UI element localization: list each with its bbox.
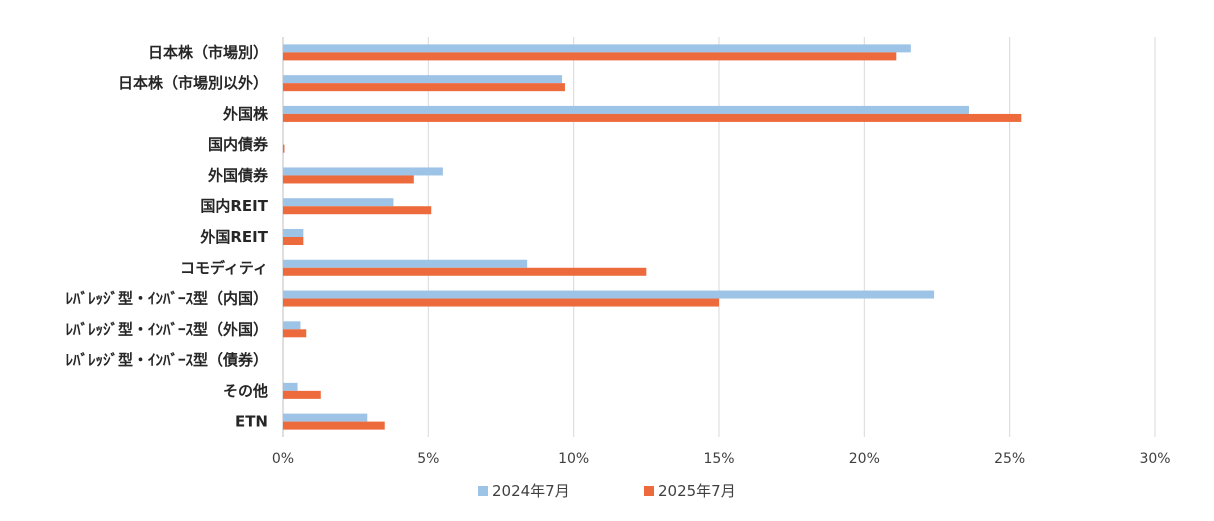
legend-swatch-2024 [478, 486, 488, 496]
bar-2024 [283, 321, 301, 330]
bar-2024 [283, 229, 304, 237]
legend-label-2024: 2024年7月 [492, 482, 570, 500]
bar-2024 [283, 198, 394, 207]
bar-2025 [283, 237, 304, 245]
bar-2025 [283, 267, 647, 276]
bar-2024 [283, 290, 935, 299]
bar-2024 [283, 75, 563, 84]
bar-2025 [283, 175, 414, 184]
x-tick-label: 15% [703, 451, 734, 467]
category-label: ﾚﾊﾞﾚｯｼﾞ型・ｲﾝﾊﾞｰｽ型（外国） [65, 320, 268, 338]
bar-2025 [283, 83, 565, 92]
category-label: ETN [235, 413, 268, 431]
bar-2024 [283, 382, 298, 391]
x-tick-label: 30% [1139, 451, 1170, 467]
category-label: 日本株（市場別） [148, 43, 268, 61]
category-label: ﾚﾊﾞﾚｯｼﾞ型・ｲﾝﾊﾞｰｽ型（債券） [65, 351, 268, 369]
bar-2024 [283, 413, 368, 422]
bar-2025 [283, 113, 1022, 122]
bar-2024 [283, 44, 911, 53]
bars [283, 44, 1022, 430]
x-tick-label: 0% [272, 451, 294, 467]
legend-label-2025: 2025年7月 [658, 482, 736, 500]
bar-2025 [283, 144, 285, 153]
bar-2025 [283, 52, 897, 61]
x-tick-label: 20% [849, 451, 880, 467]
legend: 2024年7月 2025年7月 [478, 482, 736, 500]
category-label: 外国株 [222, 105, 269, 123]
category-label: 日本株（市場別以外） [118, 74, 268, 92]
bar-2025 [283, 390, 321, 399]
x-tick-label: 5% [417, 451, 439, 467]
category-label: 外国債券 [207, 166, 269, 184]
bar-2025 [283, 421, 385, 430]
x-tick-label: 25% [994, 451, 1025, 467]
category-label: コモディティ [180, 259, 268, 277]
bar-2025 [283, 329, 307, 338]
bar-2025 [283, 206, 432, 215]
bar-2024 [283, 167, 443, 176]
category-label: ﾚﾊﾞﾚｯｼﾞ型・ｲﾝﾊﾞｰｽ型（内国） [65, 290, 268, 308]
x-tick-labels: 0% 5% 10% 15% 20% 25% 30% [272, 451, 1171, 467]
category-label: その他 [223, 382, 268, 400]
bar-2024 [283, 105, 969, 114]
category-label: 外国REIT [199, 228, 268, 246]
category-label: 国内REIT [200, 197, 268, 215]
x-tick-label: 10% [558, 451, 589, 467]
bar-2024 [283, 259, 528, 268]
bar-2025 [283, 298, 719, 307]
gridlines [282, 37, 1156, 437]
legend-swatch-2025 [644, 486, 654, 496]
category-label: 国内債券 [208, 136, 269, 154]
